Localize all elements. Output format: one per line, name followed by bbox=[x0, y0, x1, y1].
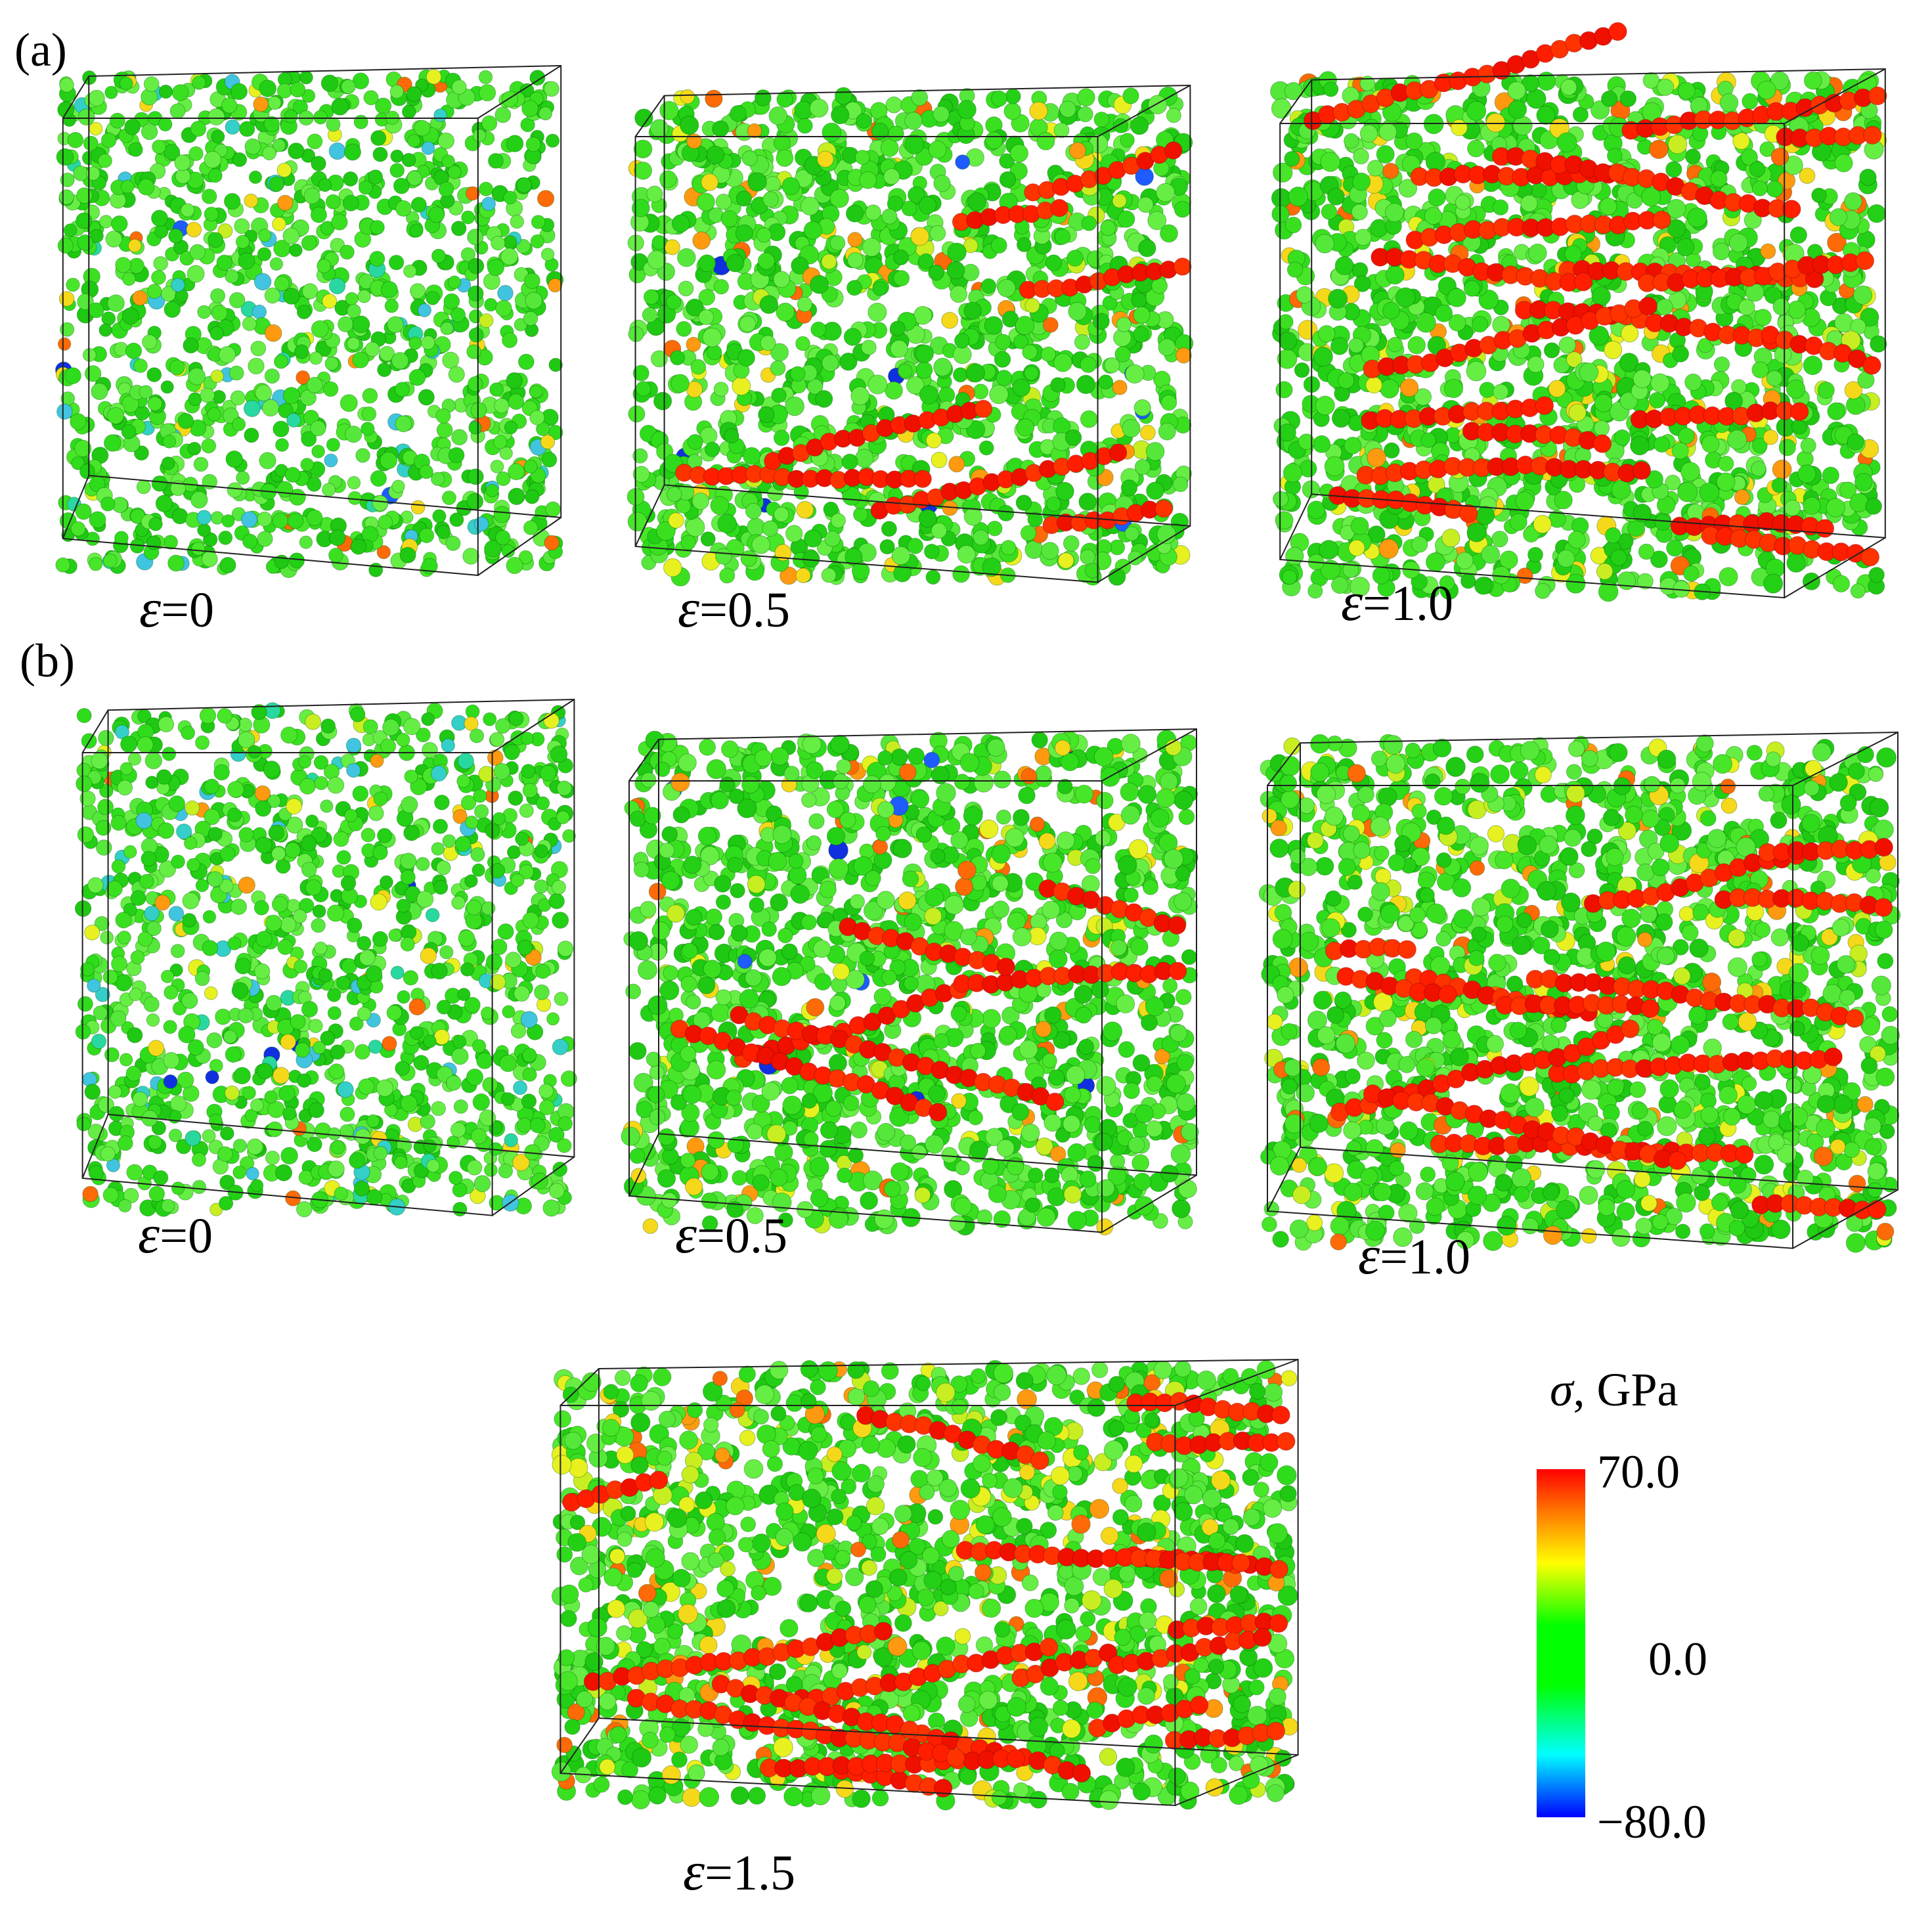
panel-label-b: (b) bbox=[20, 634, 75, 687]
atom-box-render bbox=[621, 728, 1199, 1236]
snapshot-a-strain-0.5 bbox=[624, 84, 1202, 598]
strain-label-b15: ε=1.5 bbox=[683, 1841, 795, 1902]
snapshot-b-strain-0 bbox=[72, 698, 584, 1231]
atom-box-render bbox=[74, 698, 577, 1218]
atom-box-render bbox=[1270, 22, 1887, 602]
snapshot-b-strain-0.5 bbox=[617, 728, 1208, 1248]
colorbar-title: σ, GPa bbox=[1550, 1363, 1679, 1416]
snapshot-b-strain-1.0 bbox=[1254, 731, 1911, 1264]
strain-label-a10: ε=1.0 bbox=[1341, 571, 1453, 632]
strain-label-b0: ε=0 bbox=[138, 1204, 213, 1265]
strain-label-b10: ε=1.0 bbox=[1358, 1225, 1470, 1286]
atom-box-render bbox=[1258, 731, 1901, 1253]
atom-box-render bbox=[55, 64, 564, 579]
panel-label-a: (a) bbox=[14, 24, 67, 76]
strain-label-b05: ε=0.5 bbox=[675, 1204, 787, 1265]
strain-label-a0: ε=0 bbox=[139, 578, 214, 639]
colorbar-max-label: 70.0 bbox=[1597, 1446, 1680, 1498]
atom-box-render bbox=[626, 84, 1194, 586]
strain-label-a05: ε=0.5 bbox=[678, 578, 790, 639]
colorbar-gradient bbox=[1537, 1469, 1585, 1817]
snapshot-b-strain-1.5 bbox=[545, 1358, 1313, 1819]
colorbar-mid-label: 0.0 bbox=[1648, 1633, 1707, 1685]
atom-box-render bbox=[551, 1358, 1299, 1811]
colorbar-min-label: −80.0 bbox=[1597, 1796, 1707, 1848]
snapshot-a-strain-0 bbox=[53, 64, 571, 591]
snapshot-a-strain-1.0 bbox=[1267, 22, 1898, 614]
